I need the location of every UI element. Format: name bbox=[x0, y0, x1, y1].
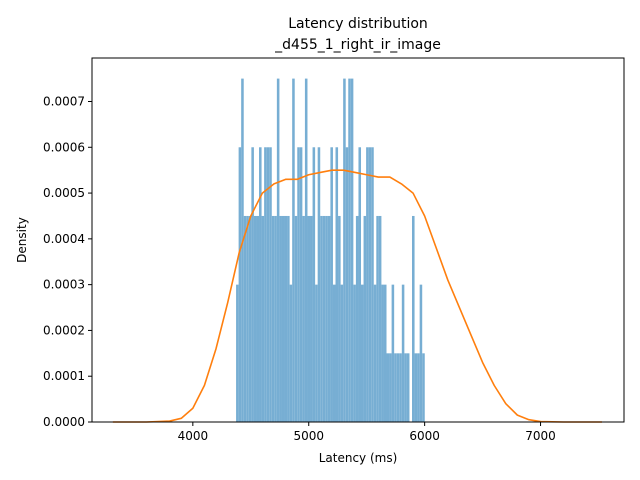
histogram-bar bbox=[287, 215, 290, 422]
histogram-bar bbox=[373, 284, 377, 422]
y-tick-label: 0.0005 bbox=[43, 186, 85, 200]
histogram-bar bbox=[358, 147, 362, 422]
plot-frame bbox=[91, 57, 625, 423]
histogram-bar bbox=[307, 215, 311, 422]
y-tick-label: 0.0000 bbox=[43, 415, 85, 429]
histogram-bar bbox=[355, 215, 359, 422]
y-tick-label: 0.0007 bbox=[43, 94, 85, 108]
histogram-bar bbox=[241, 78, 244, 422]
histogram-bars bbox=[236, 78, 425, 422]
kde-line bbox=[112, 169, 602, 423]
histogram-bar bbox=[371, 147, 374, 422]
y-tick-label: 0.0003 bbox=[43, 278, 85, 292]
histogram-bar bbox=[419, 284, 423, 422]
histogram-bar bbox=[350, 78, 354, 422]
histogram-bar bbox=[312, 147, 316, 422]
histogram-bar bbox=[412, 215, 415, 422]
histogram-bar bbox=[332, 284, 336, 422]
histogram-bar bbox=[353, 284, 356, 422]
histogram-bar bbox=[256, 215, 260, 422]
y-tick-label: 0.0001 bbox=[43, 369, 85, 383]
histogram-bar bbox=[304, 78, 308, 422]
histogram-bar bbox=[299, 147, 303, 422]
histogram-bar bbox=[363, 215, 367, 422]
histogram-bar bbox=[401, 284, 405, 422]
histogram-bar bbox=[284, 215, 288, 422]
histogram-bar bbox=[243, 215, 247, 422]
y-tick-label: 0.0002 bbox=[43, 323, 85, 337]
histogram-bar bbox=[302, 215, 305, 422]
histogram-bar bbox=[264, 147, 267, 422]
x-tick-label: 4000 bbox=[178, 429, 209, 443]
histogram-bar bbox=[366, 147, 369, 422]
histogram-bar bbox=[327, 215, 331, 422]
histogram-bar bbox=[406, 353, 410, 422]
histogram-bar bbox=[389, 353, 392, 422]
histogram-bar bbox=[325, 215, 328, 422]
x-tick-label: 7000 bbox=[525, 429, 556, 443]
histogram-bar bbox=[376, 215, 379, 422]
histogram-bar bbox=[297, 147, 300, 422]
chart-title-line1: Latency distribution bbox=[288, 16, 428, 32]
histogram-bar bbox=[417, 353, 420, 422]
histogram-bar bbox=[248, 215, 252, 422]
histogram-bar bbox=[320, 215, 323, 422]
y-tick-label: 0.0006 bbox=[43, 140, 85, 154]
histogram-bar bbox=[378, 215, 382, 422]
x-tick-label: 5000 bbox=[293, 429, 324, 443]
y-axis-ticks: 0.0000 0.0001 0.0002 0.0003 0.0004 0.0005 0.00… bbox=[43, 94, 92, 429]
histogram-bar bbox=[274, 215, 277, 422]
histogram-bar bbox=[238, 147, 242, 422]
histogram-bar bbox=[414, 353, 418, 422]
histogram-bar bbox=[253, 215, 257, 422]
histogram-bar bbox=[381, 284, 384, 422]
histogram-bar bbox=[383, 284, 387, 422]
kde-curve bbox=[112, 169, 602, 423]
histogram-bar bbox=[310, 215, 313, 422]
x-axis-label: Latency (ms) bbox=[319, 451, 398, 465]
histogram-bar bbox=[396, 353, 400, 422]
histogram-bar bbox=[259, 147, 262, 422]
histogram-bar bbox=[322, 215, 326, 422]
x-tick-label: 6000 bbox=[409, 429, 440, 443]
histogram-bar bbox=[422, 353, 425, 422]
histogram-bar bbox=[404, 353, 407, 422]
histogram-bar bbox=[251, 147, 254, 422]
histogram-bar bbox=[391, 284, 395, 422]
histogram-bar bbox=[330, 147, 333, 422]
histogram-bar bbox=[292, 78, 295, 422]
histogram-bar bbox=[340, 284, 344, 422]
histogram-bar bbox=[394, 353, 397, 422]
histogram-bar bbox=[361, 284, 364, 422]
histogram-bar bbox=[345, 147, 349, 422]
histogram-bar bbox=[266, 147, 270, 422]
histogram-bar bbox=[338, 215, 341, 422]
histogram-bar bbox=[386, 353, 390, 422]
histogram-bar bbox=[279, 215, 282, 422]
histogram-bar bbox=[236, 284, 239, 422]
histogram-bar bbox=[294, 215, 298, 422]
histogram-bar bbox=[335, 147, 339, 422]
histogram-bar bbox=[399, 353, 402, 422]
histogram-bar bbox=[276, 78, 280, 422]
y-tick-label: 0.0004 bbox=[43, 232, 85, 246]
histogram-bar bbox=[315, 284, 318, 422]
histogram-bar bbox=[269, 147, 272, 422]
histogram-bar bbox=[289, 284, 293, 422]
histogram-bar bbox=[261, 215, 265, 422]
histogram-bar bbox=[343, 78, 346, 422]
y-axis-label: Density bbox=[15, 217, 29, 263]
histogram-bar bbox=[317, 147, 321, 422]
x-axis-ticks: 4000 5000 6000 7000 bbox=[178, 422, 556, 443]
histogram-bar bbox=[281, 215, 285, 422]
histogram-bar bbox=[246, 215, 249, 422]
histogram-bar bbox=[271, 215, 275, 422]
histogram-bar bbox=[348, 78, 351, 422]
chart-title-line2: _d455_1_right_ir_image bbox=[274, 37, 441, 53]
histogram-bar bbox=[368, 147, 372, 422]
